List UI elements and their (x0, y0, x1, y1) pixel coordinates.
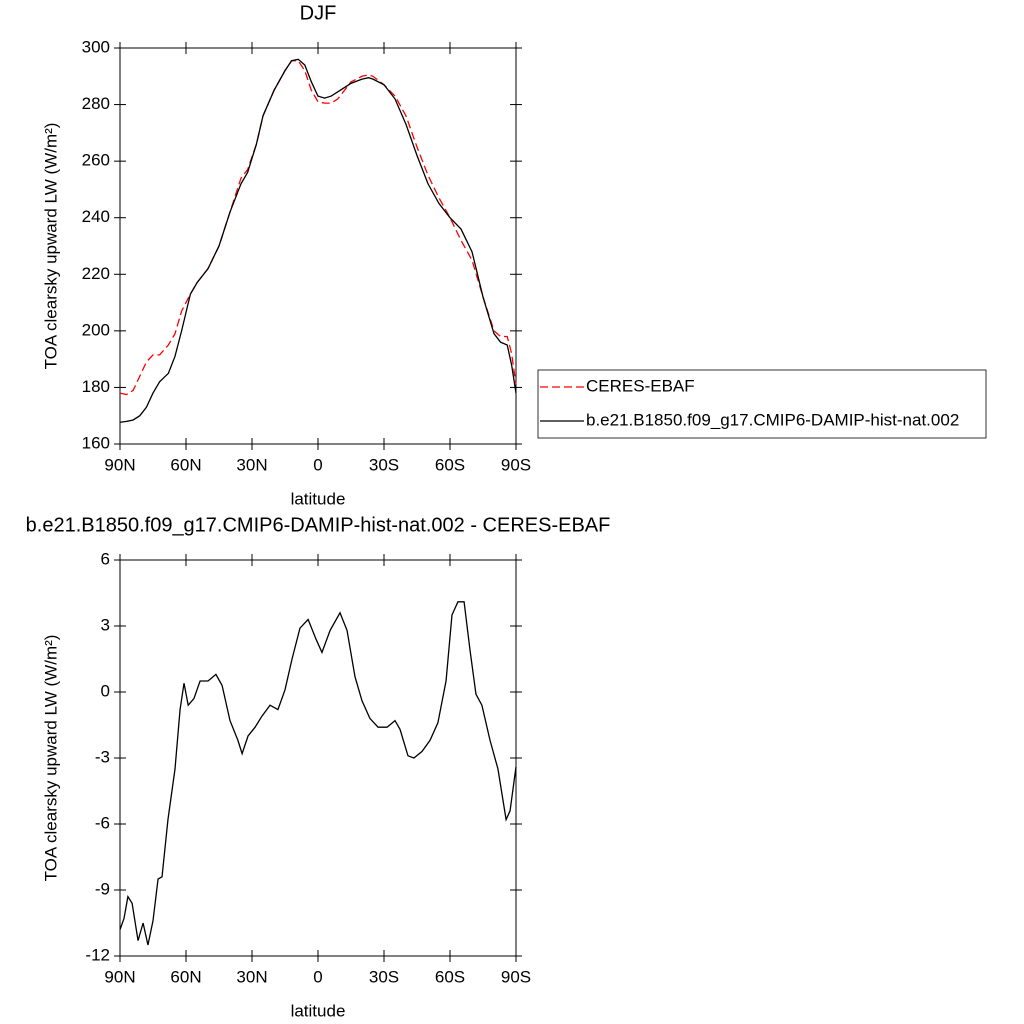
legend-label: b.e21.B1850.f09_g17.CMIP6-DAMIP-hist-nat… (586, 410, 959, 429)
legend-box (537, 369, 987, 439)
plot-frame (119, 559, 517, 957)
y-tick-label: 200 (82, 320, 110, 339)
y-tick-label: -12 (85, 945, 110, 964)
y-tick-label: -3 (95, 747, 110, 766)
y-tick-label: 160 (82, 433, 110, 452)
y-tick-label: 3 (101, 615, 110, 634)
legend-label: CERES-EBAF (586, 376, 695, 395)
y-tick-label: 300 (82, 37, 110, 56)
x-tick-label: 30S (369, 967, 399, 986)
y-tick-label: 180 (82, 377, 110, 396)
y-tick-label: 6 (101, 549, 110, 568)
y-tick-label: -6 (95, 813, 110, 832)
x-tick-label: 0 (313, 455, 322, 474)
plot-frame (119, 47, 517, 445)
x-tick-label: 60N (170, 455, 201, 474)
y-tick-label: 240 (82, 207, 110, 226)
data-line (119, 601, 517, 946)
x-tick-label: 90N (104, 967, 135, 986)
x-tick-label: 90S (501, 455, 531, 474)
x-tick-label: 0 (313, 967, 322, 986)
y-axis-label: TOA clearsky upward LW (W/m²) (41, 635, 60, 882)
y-tick-label: 280 (82, 94, 110, 113)
y-tick-label: 0 (101, 681, 110, 700)
x-tick-label: 90N (104, 455, 135, 474)
x-tick-label: 90S (501, 967, 531, 986)
x-tick-label: 60N (170, 967, 201, 986)
x-tick-label: 30N (236, 967, 267, 986)
data-line (119, 60, 517, 396)
chart-title: DJF (300, 2, 337, 24)
y-tick-label: 220 (82, 264, 110, 283)
y-tick-label: 260 (82, 151, 110, 170)
y-tick-label: -9 (95, 879, 110, 898)
chart-title: b.e21.B1850.f09_g17.CMIP6-DAMIP-hist-nat… (26, 514, 611, 536)
x-tick-label: 30N (236, 455, 267, 474)
y-axis-label: TOA clearsky upward LW (W/m²) (41, 123, 60, 370)
x-tick-label: 60S (435, 967, 465, 986)
x-axis-label: latitude (291, 1001, 346, 1020)
x-tick-label: 60S (435, 455, 465, 474)
data-line (119, 58, 517, 423)
x-tick-label: 30S (369, 455, 399, 474)
x-axis-label: latitude (291, 489, 346, 508)
